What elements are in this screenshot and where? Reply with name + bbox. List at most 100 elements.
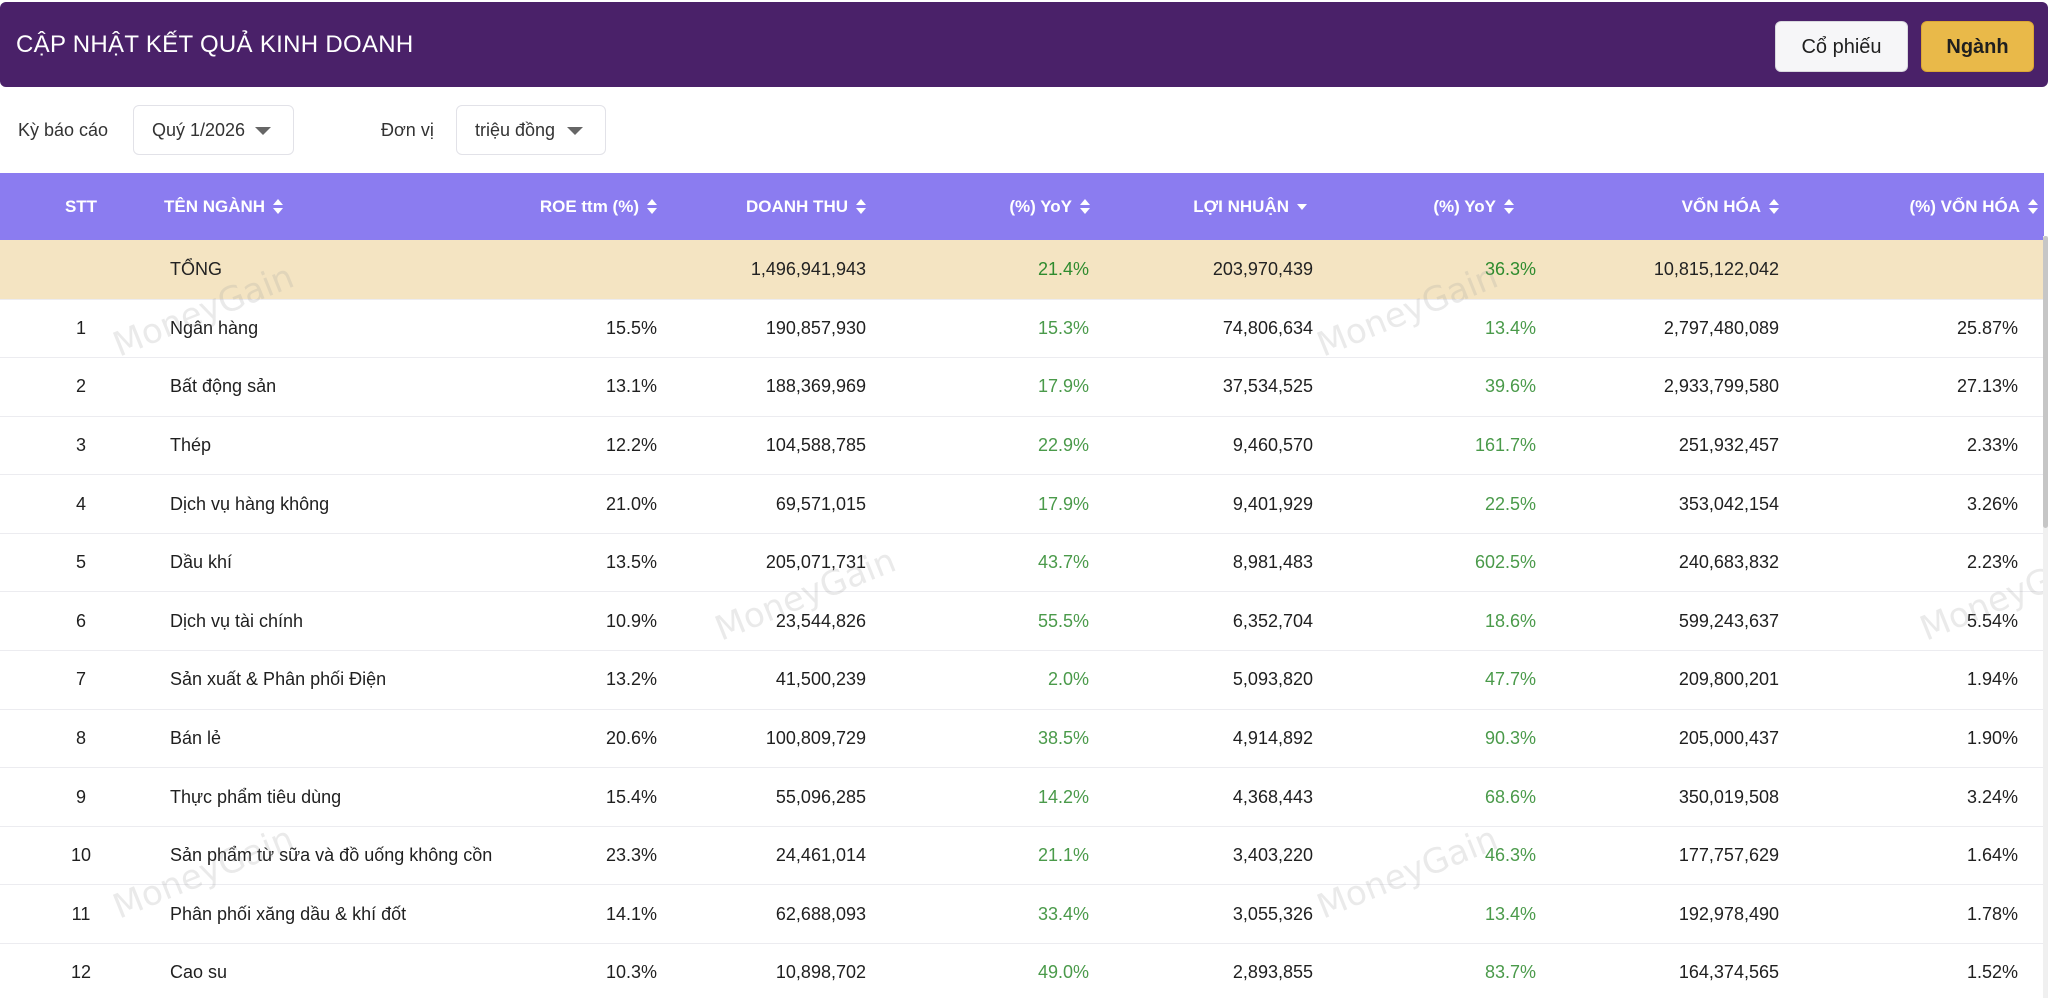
row-profit: 8,981,483 <box>1232 552 1313 573</box>
total-revenue-yoy: 21.4% <box>1037 258 1089 279</box>
row-revenue-yoy: 21.1% <box>1037 845 1089 866</box>
row-revenue: 104,588,785 <box>765 434 866 455</box>
total-stt <box>0 240 162 299</box>
row-profit-yoy: 90.3% <box>1484 727 1536 748</box>
row-roe: 10.9% <box>605 610 657 631</box>
page-title: CẬP NHẬT KẾT QUẢ KINH DOANH <box>16 31 414 58</box>
col-header-profit-yoy[interactable]: (%) YoY <box>1351 173 1574 240</box>
row-revenue: 100,809,729 <box>765 727 866 748</box>
col-header-revenue-yoy[interactable]: (%) YoY <box>904 173 1127 240</box>
table-row[interactable]: 1 Ngân hàng 15.5% 190,857,930 15.3% 74,806,63… <box>0 299 2044 358</box>
col-header-market-cap[interactable]: VỐN HÓA <box>1574 173 1834 240</box>
vertical-scrollbar[interactable] <box>2043 236 2048 998</box>
row-revenue-yoy: 14.2% <box>1037 786 1089 807</box>
sort-icon[interactable] <box>2028 199 2038 215</box>
col-header-revenue[interactable]: DOANH THU <box>681 173 904 240</box>
row-profit-yoy: 13.4% <box>1484 903 1536 924</box>
row-revenue-yoy: 43.7% <box>1037 552 1089 573</box>
total-market-cap: 10,815,122,042 <box>1653 258 1779 279</box>
row-profit-yoy: 13.4% <box>1484 317 1536 338</box>
scrollbar-thumb[interactable] <box>2043 236 2048 528</box>
row-profit-yoy: 39.6% <box>1484 376 1536 397</box>
col-header-market-cap-pct[interactable]: (%) VỐN HÓA <box>1834 173 2044 240</box>
row-profit-yoy: 47.7% <box>1484 669 1536 690</box>
row-market-cap-pct: 1.90% <box>1966 727 2018 748</box>
chevron-down-icon <box>255 127 271 135</box>
col-header-roe[interactable]: ROE ttm (%) <box>516 173 681 240</box>
table-row[interactable]: 2 Bất động sản 13.1% 188,369,969 17.9% 37,534… <box>0 358 2044 417</box>
table-row[interactable]: 10 Sản phẩm từ sữa và đồ uống không cồn 23… <box>0 826 2044 885</box>
table-row[interactable]: 4 Dịch vụ hàng không 21.0% 69,571,015 17.9% 9… <box>0 475 2044 534</box>
row-revenue: 24,461,014 <box>775 845 866 866</box>
row-roe: 21.0% <box>605 493 657 514</box>
sort-icon[interactable] <box>1504 199 1514 215</box>
table-row[interactable]: 5 Dầu khí 13.5% 205,071,731 43.7% 8,981,483 60… <box>0 533 2044 592</box>
row-market-cap: 209,800,201 <box>1678 669 1779 690</box>
row-revenue-yoy: 15.3% <box>1037 317 1089 338</box>
row-revenue-yoy: 2.0% <box>1047 669 1089 690</box>
table-row[interactable]: 6 Dịch vụ tài chính 10.9% 23,544,826 55.5% 6,… <box>0 592 2044 651</box>
total-roe <box>516 240 681 299</box>
filter-bar: Kỳ báo cáo Quý 1/2026 Đơn vị triệu đồng <box>0 100 2048 160</box>
unit-select[interactable]: triệu đồng <box>456 105 606 155</box>
sector-tab-button[interactable]: Ngành <box>1921 21 2034 72</box>
row-revenue-yoy: 49.0% <box>1037 962 1089 983</box>
sort-icon[interactable] <box>856 199 866 215</box>
sort-icon[interactable] <box>1080 199 1090 215</box>
row-revenue: 55,096,285 <box>775 786 866 807</box>
row-profit: 5,093,820 <box>1232 669 1313 690</box>
sort-icon[interactable] <box>1769 199 1779 215</box>
row-roe: 13.1% <box>605 376 657 397</box>
row-profit: 3,055,326 <box>1232 903 1313 924</box>
row-stt: 1 <box>75 317 86 338</box>
row-sector-name: Ngân hàng <box>170 317 259 338</box>
row-stt: 6 <box>75 610 86 631</box>
row-revenue: 23,544,826 <box>775 610 866 631</box>
total-profit-yoy: 36.3% <box>1484 258 1536 279</box>
table-row[interactable]: 7 Sản xuất & Phân phối Điện 13.2% 41,500,23… <box>0 651 2044 710</box>
row-roe: 14.1% <box>605 903 657 924</box>
sort-icon[interactable] <box>273 199 284 215</box>
row-revenue: 188,369,969 <box>765 376 866 397</box>
row-stt: 9 <box>75 786 86 807</box>
row-stt: 2 <box>75 376 86 397</box>
row-market-cap: 2,797,480,089 <box>1663 317 1779 338</box>
row-market-cap: 240,683,832 <box>1678 552 1779 573</box>
table-row[interactable]: 3 Thép 12.2% 104,588,785 22.9% 9,460,570 161.7… <box>0 416 2044 475</box>
period-select[interactable]: Quý 1/2026 <box>133 105 294 155</box>
row-market-cap-pct: 3.24% <box>1966 786 2018 807</box>
table-row[interactable]: 9 Thực phẩm tiêu dùng 15.4% 55,096,285 14.2%… <box>0 768 2044 827</box>
row-sector-name: Phân phối xăng dầu & khí đốt <box>170 903 407 924</box>
row-revenue: 10,898,702 <box>775 962 866 983</box>
row-stt: 5 <box>75 552 86 573</box>
sort-icon[interactable] <box>647 199 657 215</box>
stock-tab-button[interactable]: Cổ phiếu <box>1775 21 1908 72</box>
row-profit-yoy: 68.6% <box>1484 786 1536 807</box>
total-profit: 203,970,439 <box>1212 258 1313 279</box>
row-market-cap-pct: 2.33% <box>1966 434 2018 455</box>
row-market-cap-pct: 3.26% <box>1966 493 2018 514</box>
row-market-cap: 350,019,508 <box>1678 786 1779 807</box>
row-revenue-yoy: 33.4% <box>1037 903 1089 924</box>
row-profit-yoy: 22.5% <box>1484 493 1536 514</box>
period-select-value: Quý 1/2026 <box>152 120 246 140</box>
table-row[interactable]: 8 Bán lẻ 20.6% 100,809,729 38.5% 4,914,892 90.… <box>0 709 2044 768</box>
sort-desc-icon[interactable] <box>1297 199 1307 215</box>
row-stt: 10 <box>70 845 92 866</box>
row-profit-yoy: 46.3% <box>1484 845 1536 866</box>
row-revenue-yoy: 38.5% <box>1037 727 1089 748</box>
row-market-cap-pct: 2.23% <box>1966 552 2018 573</box>
col-header-profit[interactable]: LỢI NHUẬN <box>1127 173 1351 240</box>
unit-label: Đơn vị <box>381 120 434 140</box>
table-row[interactable]: 12 Cao su 10.3% 10,898,702 49.0% 2,893,855 83.… <box>0 944 2044 998</box>
table-row[interactable]: 11 Phân phối xăng dầu & khí đốt 14.1% 62,68… <box>0 885 2044 944</box>
col-header-sector-name[interactable]: TÊN NGÀNH <box>162 173 516 240</box>
row-profit: 4,914,892 <box>1232 727 1313 748</box>
row-profit: 74,806,634 <box>1222 317 1313 338</box>
row-sector-name: Dầu khí <box>170 552 233 573</box>
row-sector-name: Bất động sản <box>170 376 277 397</box>
row-profit-yoy: 18.6% <box>1484 610 1536 631</box>
row-revenue: 69,571,015 <box>775 493 866 514</box>
row-profit: 3,403,220 <box>1232 845 1313 866</box>
total-row: TỔNG 1,496,941,943 21.4% 203,970,439 36.… <box>0 240 2044 299</box>
